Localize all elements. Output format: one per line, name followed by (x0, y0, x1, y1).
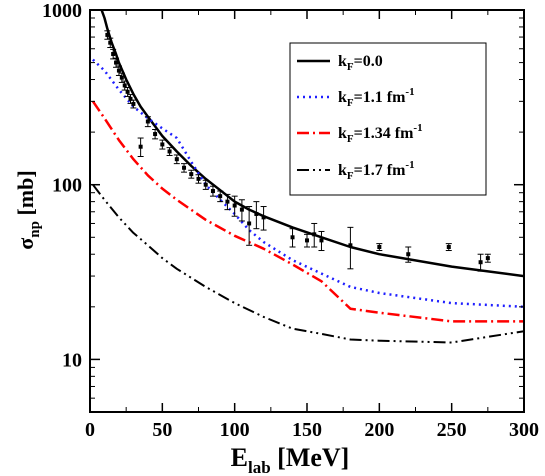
data-point (218, 194, 223, 199)
data-point (160, 142, 165, 147)
legend-box (289, 42, 487, 196)
series-layer (91, 10, 524, 344)
data-point (225, 199, 230, 204)
data-point (247, 221, 252, 226)
data-point (478, 260, 483, 265)
data-point (232, 203, 237, 208)
legend: kF=0.0 kF=1.1 fm-1 kF=1.34 fm-1 kF=1.7 f… (289, 42, 487, 196)
y-axis-label: σnp [mb] (13, 170, 43, 249)
y-tick-label: 100 (52, 175, 82, 197)
data-point (111, 51, 116, 56)
data-point (167, 149, 172, 154)
data-point (485, 256, 490, 261)
data-point (196, 176, 201, 181)
series-line-kf-2 (91, 100, 524, 323)
legend-label-kf-3: kF=1.7 fm-1 (338, 159, 415, 182)
data-point (174, 157, 179, 162)
data-point (128, 96, 133, 101)
data-point (182, 165, 187, 170)
data-point (189, 172, 194, 177)
data-point (105, 32, 110, 37)
series-line-kf-3 (92, 184, 524, 344)
legend-label-kf-1: kF=1.1 fm-1 (338, 86, 415, 109)
data-point (119, 75, 124, 80)
data-point (377, 244, 382, 249)
data-point (239, 207, 244, 212)
data-point (108, 40, 113, 45)
data-point (446, 244, 451, 249)
data-point (145, 119, 150, 124)
data-point (406, 252, 411, 257)
x-tick-label: 200 (364, 419, 394, 441)
x-tick-label: 100 (220, 419, 250, 441)
legend-label-kf-2: kF=1.34 fm-1 (338, 122, 423, 145)
data-point (254, 211, 259, 216)
data-point (290, 235, 295, 240)
y-tick-label: 1000 (42, 0, 82, 22)
data-point (114, 60, 119, 65)
data-point (312, 232, 317, 237)
ticks-layer: 0 50 100 150 200 250 300 10 100 1000 (42, 0, 539, 441)
data-point (348, 243, 353, 248)
x-tick-label: 150 (292, 419, 322, 441)
data-points-layer (104, 30, 491, 272)
x-tick-label: 250 (437, 419, 467, 441)
data-point (203, 182, 208, 187)
data-point (319, 238, 324, 243)
data-point (125, 89, 130, 94)
x-tick-label: 50 (152, 419, 172, 441)
data-point (210, 189, 215, 194)
y-tick-label: 10 (62, 349, 82, 371)
data-point (122, 83, 127, 88)
x-tick-label: 300 (509, 419, 539, 441)
data-point (116, 68, 121, 73)
legend-label-kf-0: kF=0.0 (338, 53, 383, 73)
data-point (261, 215, 266, 220)
data-point (153, 132, 158, 137)
x-tick-label: 0 (85, 419, 95, 441)
x-axis-label: Elab [MeV] (231, 443, 350, 476)
data-point (305, 238, 309, 243)
series-line-kf-0 (100, 10, 524, 278)
data-point (138, 144, 143, 149)
data-point (131, 101, 136, 106)
